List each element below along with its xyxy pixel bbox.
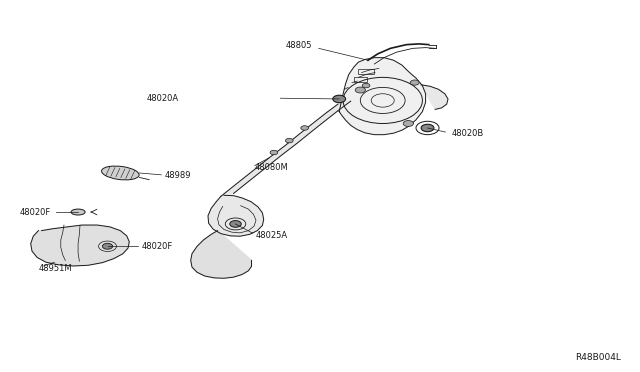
Polygon shape bbox=[339, 58, 426, 135]
Ellipse shape bbox=[102, 166, 139, 180]
Circle shape bbox=[333, 95, 346, 103]
Bar bbox=[354, 77, 367, 82]
Text: 48805: 48805 bbox=[286, 41, 312, 50]
Polygon shape bbox=[221, 101, 351, 196]
Bar bbox=[358, 69, 374, 74]
Circle shape bbox=[230, 221, 241, 227]
Circle shape bbox=[403, 121, 413, 126]
Circle shape bbox=[270, 150, 278, 155]
Text: 48020F: 48020F bbox=[20, 208, 51, 217]
Text: 48080M: 48080M bbox=[255, 163, 289, 172]
Polygon shape bbox=[191, 231, 252, 278]
Circle shape bbox=[410, 80, 419, 85]
Text: 48020A: 48020A bbox=[147, 94, 179, 103]
Text: 48025A: 48025A bbox=[256, 231, 288, 240]
Circle shape bbox=[102, 243, 113, 249]
Text: R48B004L: R48B004L bbox=[575, 353, 621, 362]
Polygon shape bbox=[421, 85, 448, 109]
Circle shape bbox=[301, 126, 308, 130]
Circle shape bbox=[355, 87, 365, 93]
Text: 48020F: 48020F bbox=[142, 242, 173, 251]
Circle shape bbox=[362, 83, 370, 88]
Ellipse shape bbox=[71, 209, 85, 215]
Text: 48989: 48989 bbox=[165, 171, 191, 180]
Circle shape bbox=[285, 138, 293, 143]
Polygon shape bbox=[208, 195, 264, 236]
Text: 48020B: 48020B bbox=[451, 129, 483, 138]
Polygon shape bbox=[31, 225, 129, 266]
Text: 48951M: 48951M bbox=[38, 264, 72, 273]
Circle shape bbox=[421, 124, 434, 132]
